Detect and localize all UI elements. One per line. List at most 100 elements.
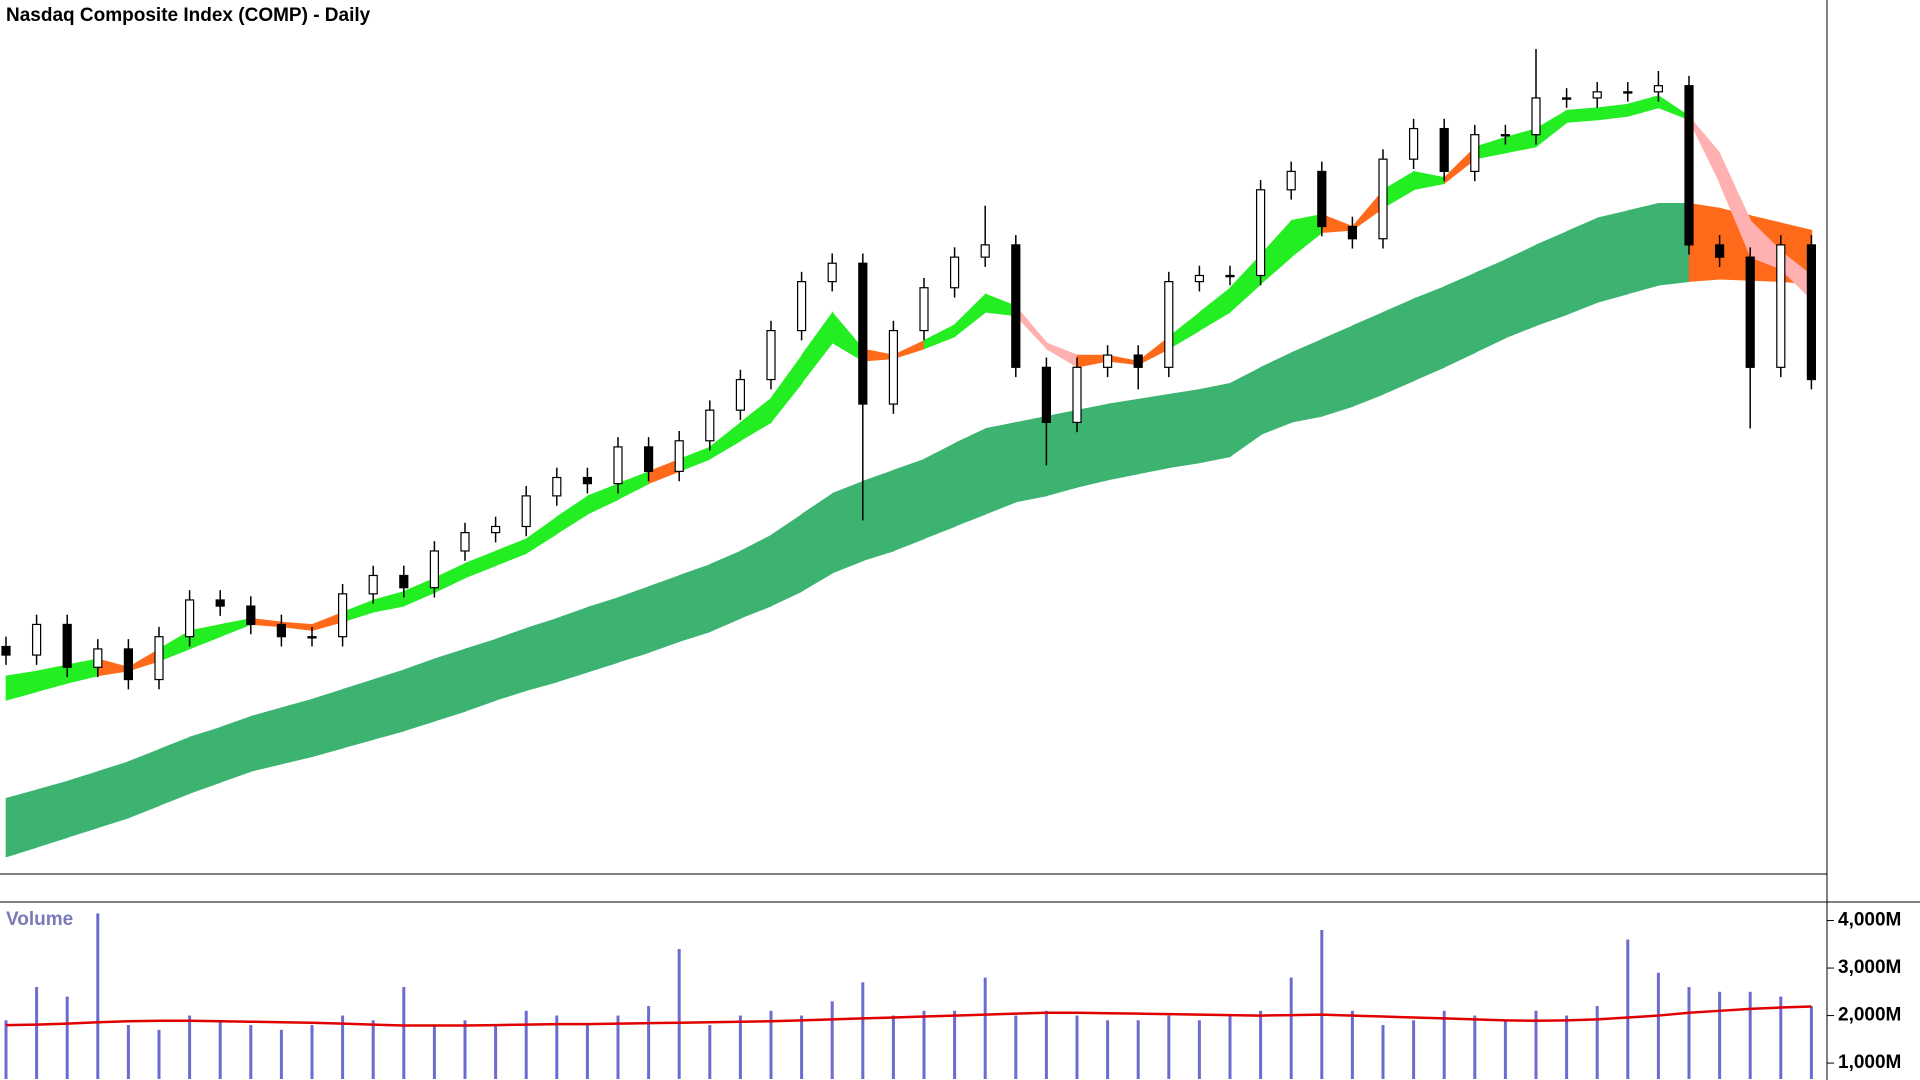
ribbon-segment: [434, 562, 466, 594]
ribbon-segment: [1535, 109, 1568, 148]
ribbon-segment: [1566, 217, 1598, 316]
volume-bar: [1565, 1015, 1569, 1079]
candle-body: [1408, 127, 1419, 160]
ribbon-segment: [923, 442, 956, 540]
ribbon-segment: [1382, 170, 1415, 209]
candle-body: [1164, 281, 1174, 368]
ribbon-segment: [36, 780, 68, 848]
volume-bar: [1350, 1010, 1354, 1079]
candle-body: [582, 476, 593, 485]
volume-bar: [1014, 1015, 1018, 1079]
ribbon-segment: [495, 627, 528, 701]
ribbon-segment: [434, 648, 466, 722]
candle-body: [1133, 354, 1143, 368]
candle-body: [1286, 170, 1296, 191]
volume-bar: [891, 1015, 895, 1079]
ribbon-segment: [954, 293, 987, 338]
volume-bar: [1442, 1010, 1446, 1079]
ribbon-segment: [372, 590, 405, 613]
ribbon-segment: [525, 516, 558, 554]
candle-body: [1623, 91, 1633, 94]
ribbon-segment: [923, 323, 956, 350]
volume-bar: [555, 1015, 559, 1079]
ribbon-segment: [1199, 382, 1231, 464]
ribbon-segment: [1688, 115, 1721, 184]
ribbon-segment: [1443, 272, 1476, 368]
volume-title: Volume: [6, 909, 73, 930]
volume-bar: [65, 996, 69, 1079]
ribbon-segment: [1474, 259, 1507, 354]
volume-bar: [1626, 939, 1630, 1079]
candle-body: [1194, 274, 1205, 283]
candle-body: [919, 287, 929, 332]
volume-bar: [188, 1015, 192, 1079]
candle-body: [613, 446, 623, 485]
volume-bar: [1656, 972, 1660, 1079]
ribbon-segment: [1474, 136, 1507, 160]
ribbon-segment: [281, 621, 313, 631]
volume-bar: [1687, 987, 1691, 1079]
candle-body: [1041, 366, 1052, 424]
volume-bar: [769, 1010, 773, 1079]
ribbon-segment: [1688, 202, 1721, 282]
volume-bar: [432, 1025, 436, 1079]
volume-bar: [4, 1020, 8, 1079]
ribbon-segment: [5, 789, 38, 858]
candle-body: [1470, 134, 1480, 173]
volume-bar: [1320, 930, 1324, 1079]
ribbon-segment: [740, 534, 772, 619]
candle-body: [796, 281, 807, 332]
candle-body: [62, 623, 72, 668]
ribbon-segment: [464, 638, 497, 712]
candle-body: [1500, 134, 1511, 137]
volume-bar: [463, 1020, 467, 1079]
candle-body: [1439, 127, 1449, 173]
volume-bar: [1228, 1015, 1232, 1079]
volume-bar: [35, 987, 39, 1079]
volume-bar: [1044, 1010, 1048, 1079]
ribbon-segment: [250, 707, 283, 772]
ribbon-segment: [1413, 286, 1445, 382]
volume-bar: [310, 1025, 314, 1079]
candle-body: [307, 636, 317, 639]
ribbon-segment: [770, 513, 803, 607]
ribbon-segment: [128, 748, 160, 819]
candle-body: [1255, 189, 1266, 277]
volume-bar: [1289, 977, 1293, 1079]
ribbon-segment: [1107, 398, 1139, 481]
ribbon-segment: [1382, 298, 1415, 395]
ribbon-segment: [158, 736, 191, 807]
candle-body: [735, 378, 746, 411]
ribbon-segment: [1046, 409, 1078, 497]
volume-bar: [953, 1010, 957, 1079]
candle-body: [93, 648, 103, 668]
candle-body: [1347, 225, 1358, 240]
candle-body: [521, 495, 531, 528]
volume-bar: [830, 1001, 834, 1079]
ribbon-segment: [648, 575, 681, 654]
volume-bar: [1106, 1020, 1110, 1079]
volume-bar: [157, 1029, 161, 1079]
candle-body: [1102, 354, 1113, 368]
candle-body: [1806, 244, 1817, 381]
ribbon-segment: [801, 492, 834, 592]
volume-bar: [1748, 991, 1752, 1079]
candle-body: [338, 593, 348, 638]
ribbon-segment: [464, 550, 497, 579]
y-tick-label: 2,000M: [1838, 1005, 1901, 1026]
candle-body: [123, 648, 134, 681]
ribbon-segment: [342, 679, 375, 749]
volume-bar: [371, 1020, 375, 1079]
volume-bar: [1503, 1020, 1507, 1079]
ribbon-segment: [281, 698, 313, 765]
ribbon-segment: [984, 422, 1017, 515]
volume-bar: [1473, 1015, 1477, 1079]
ribbon-segment: [66, 770, 99, 838]
ribbon-segment: [1260, 219, 1292, 285]
ribbon-segment: [678, 446, 711, 472]
volume-bar: [96, 913, 100, 1079]
ribbon-segment: [342, 599, 375, 623]
ribbon-segment: [1229, 366, 1262, 458]
ribbon-segment: [617, 586, 650, 663]
